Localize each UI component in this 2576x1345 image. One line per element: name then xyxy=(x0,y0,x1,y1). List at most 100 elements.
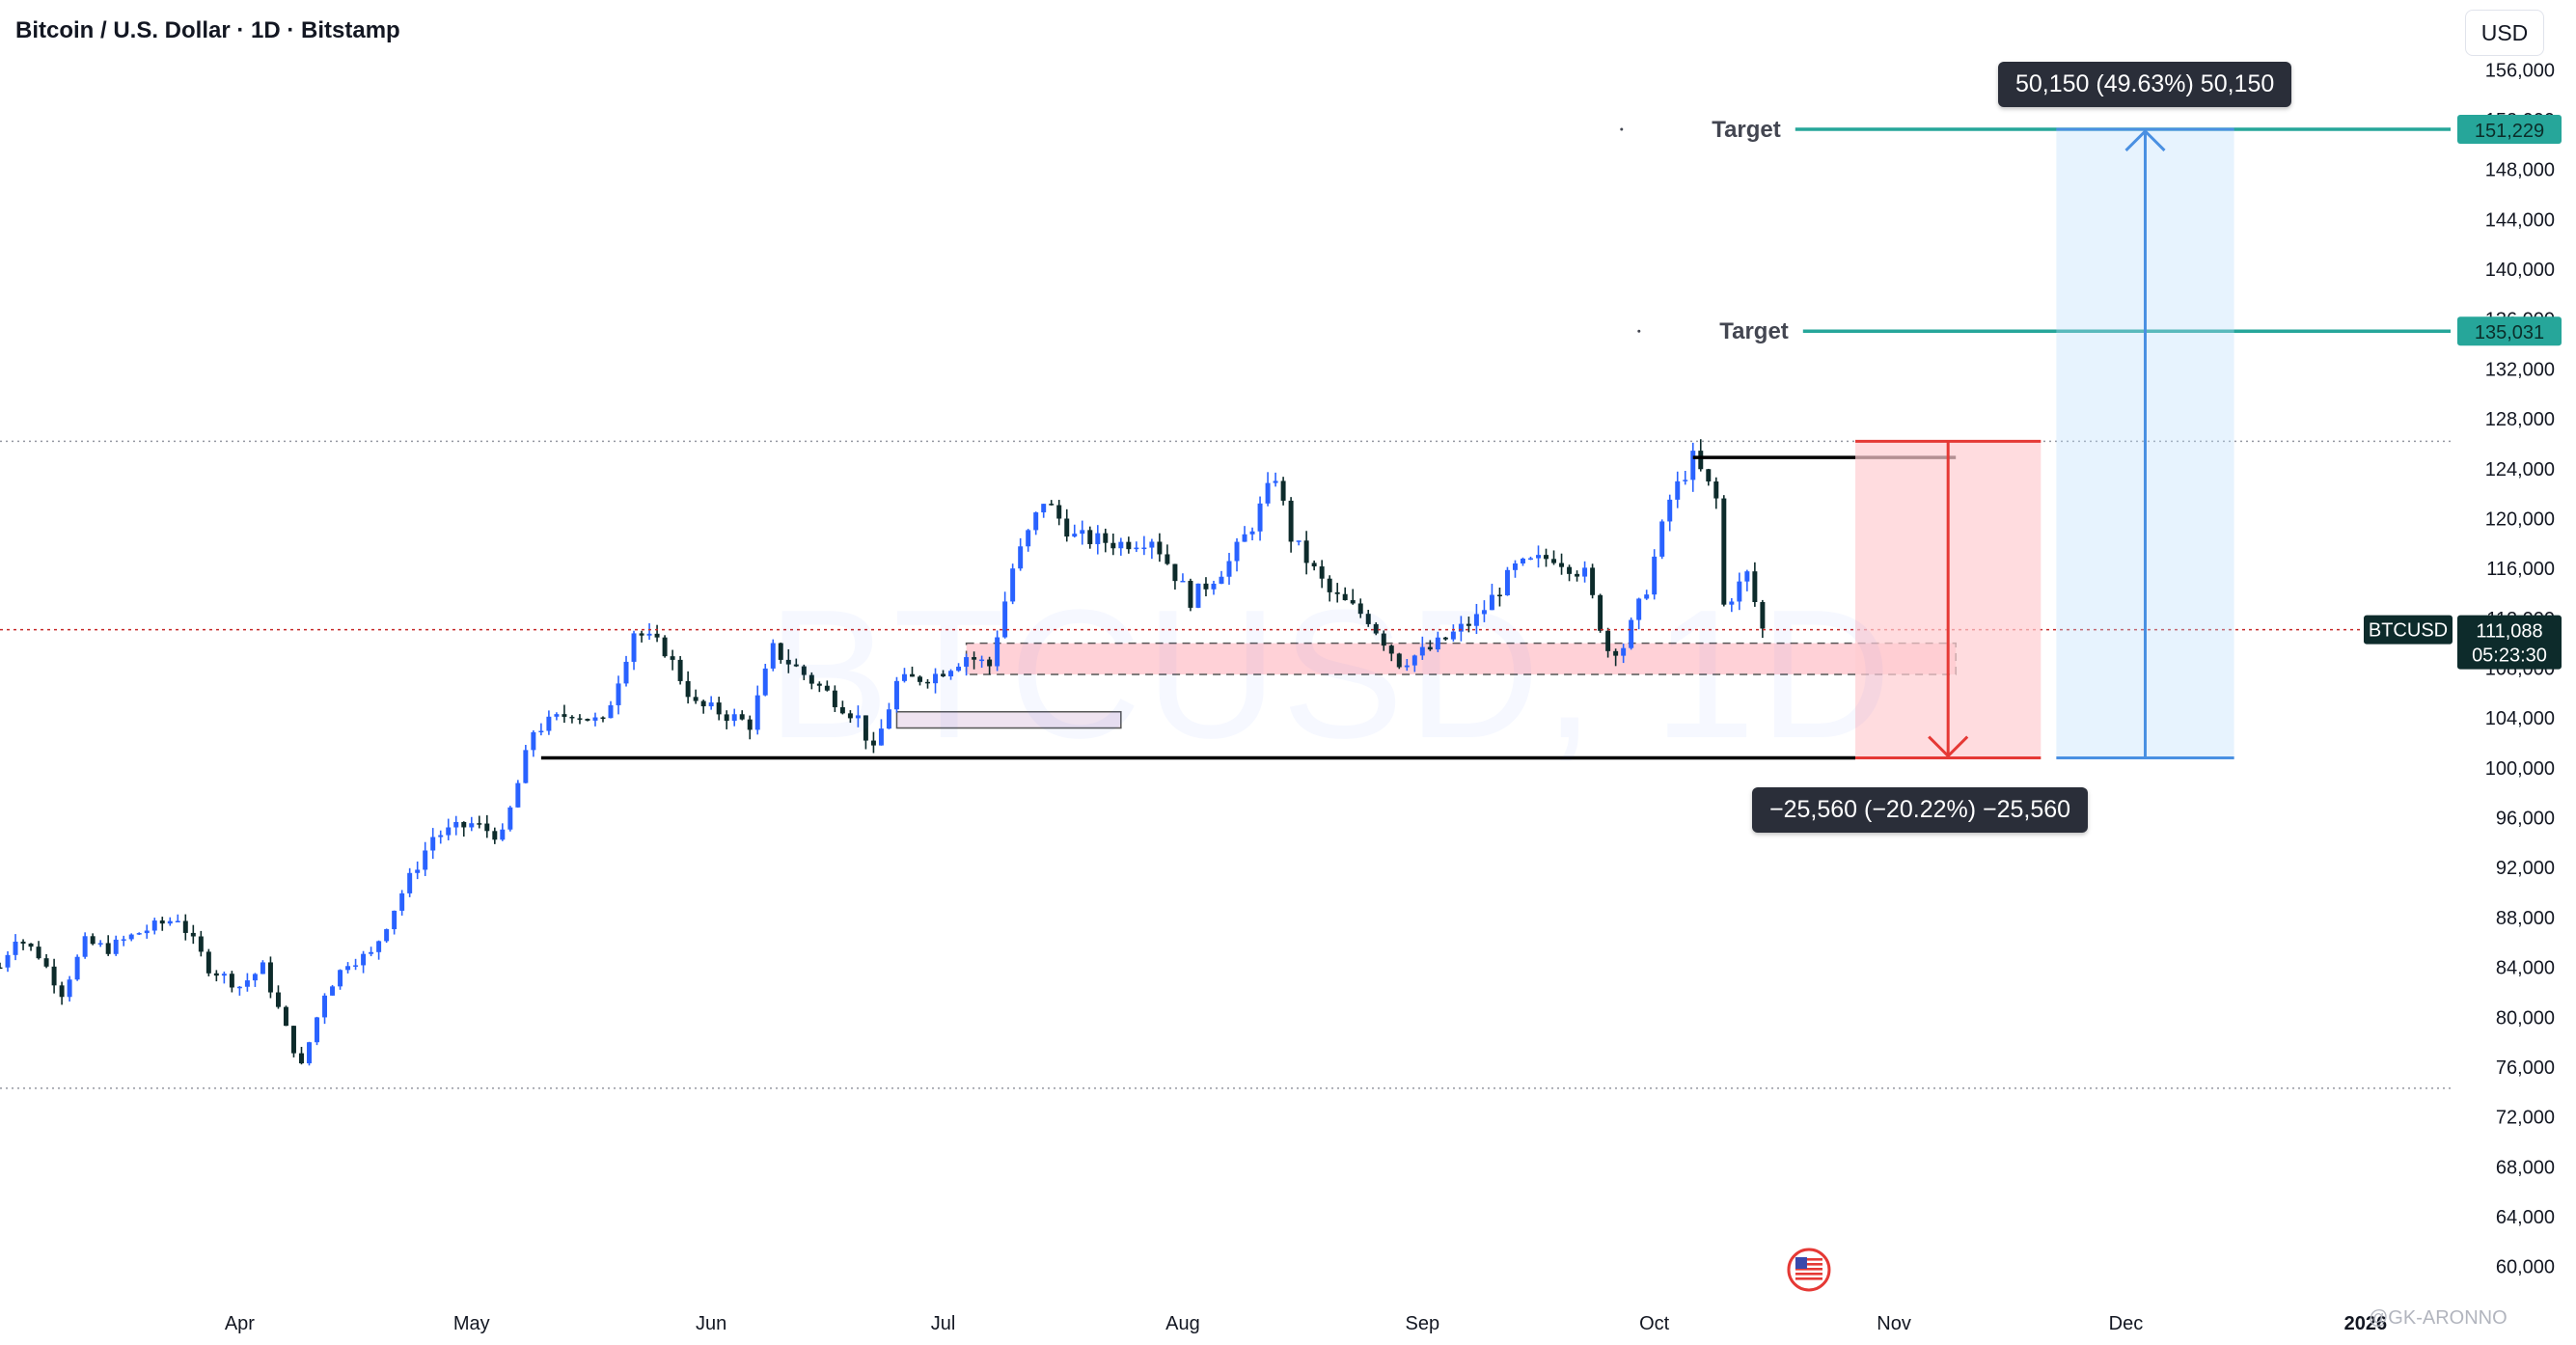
candle-body xyxy=(1134,547,1139,550)
candle-body xyxy=(82,936,88,957)
price-tick-label: 100,000 xyxy=(2485,758,2555,780)
candle xyxy=(453,815,459,836)
candle-body xyxy=(1350,600,1356,604)
candle-body xyxy=(1095,533,1101,544)
candle xyxy=(267,956,273,999)
candle xyxy=(1288,497,1294,553)
candle xyxy=(82,932,88,959)
candle xyxy=(546,710,552,735)
candle-body xyxy=(1458,623,1464,632)
candle xyxy=(1211,580,1217,595)
candle xyxy=(307,1041,312,1066)
candle-body xyxy=(886,709,891,729)
candle-body xyxy=(770,643,776,669)
candle-body xyxy=(724,714,729,722)
candle-body xyxy=(832,690,837,707)
candle-body xyxy=(1629,619,1634,648)
candle-body xyxy=(338,970,343,987)
candle xyxy=(105,935,111,956)
candle xyxy=(345,962,351,974)
candle xyxy=(592,712,598,727)
candle-body xyxy=(739,714,745,720)
price-tick-label: 72,000 xyxy=(2496,1108,2555,1129)
candle xyxy=(972,651,977,670)
candle xyxy=(1118,537,1124,556)
candle-body xyxy=(1288,500,1294,542)
candle xyxy=(1489,584,1494,611)
candle xyxy=(51,958,57,994)
us-flag-icon xyxy=(1795,1258,1822,1261)
candle-body xyxy=(1280,480,1286,501)
candle xyxy=(190,924,196,945)
candle-body xyxy=(361,953,367,966)
candle-body xyxy=(1744,571,1750,582)
candle-body xyxy=(1080,530,1085,535)
price-tick-label: 128,000 xyxy=(2485,409,2555,430)
long-projection-arrowhead xyxy=(2124,128,2166,152)
candle xyxy=(1334,583,1340,603)
candle xyxy=(1095,525,1101,555)
candle xyxy=(1226,553,1232,586)
candle xyxy=(616,675,621,715)
time-axis[interactable]: Apr May Jun Jul Aug Sep Oct Nov Dec 2026 xyxy=(225,1313,2387,1334)
candle xyxy=(770,639,776,672)
candle xyxy=(1442,636,1448,642)
candle-body xyxy=(267,962,273,993)
candle xyxy=(1296,540,1302,546)
candle-body xyxy=(461,821,467,828)
candle-body xyxy=(1118,541,1124,549)
price-tick-label: 64,000 xyxy=(2496,1207,2555,1228)
candle-body xyxy=(290,1026,296,1054)
candle xyxy=(128,933,134,942)
candle-body xyxy=(793,664,799,667)
candle xyxy=(863,715,868,750)
price-tick-label: 144,000 xyxy=(2485,209,2555,231)
candle xyxy=(1544,548,1549,567)
candle-body xyxy=(1659,521,1665,557)
candle-body xyxy=(1706,469,1712,482)
month-label: Nov xyxy=(1877,1313,1911,1334)
price-tick-label: 96,000 xyxy=(2496,809,2555,830)
currency-button[interactable]: USD xyxy=(2465,10,2544,56)
us-flag-icon xyxy=(1795,1268,1822,1271)
candle-body xyxy=(1698,451,1704,470)
candle-body xyxy=(1311,563,1317,567)
candle-body xyxy=(1249,531,1255,535)
candle xyxy=(925,678,930,689)
candle xyxy=(1683,470,1688,485)
candle-body xyxy=(754,695,760,730)
candle xyxy=(1659,519,1665,560)
candle xyxy=(477,815,482,829)
candle-body xyxy=(446,827,452,836)
candle-body xyxy=(477,823,482,825)
candle-body xyxy=(808,674,814,684)
candle xyxy=(987,656,993,675)
candle xyxy=(484,814,490,838)
author-credit: @GK-ARONNO xyxy=(2369,1307,2507,1329)
candle xyxy=(1721,495,1727,607)
candle-body xyxy=(863,715,868,741)
price-axis[interactable]: 60,000 64,000 68,000 72,000 76,000 80,000 84,0… xyxy=(2485,60,2555,1277)
price-tick-label: 156,000 xyxy=(2485,60,2555,81)
candle xyxy=(461,821,467,837)
candle xyxy=(778,642,783,664)
candle-body xyxy=(1041,504,1047,513)
candle xyxy=(1303,531,1309,575)
candle-body xyxy=(500,829,506,840)
candle xyxy=(1350,589,1356,605)
candle-body xyxy=(159,920,165,924)
candle xyxy=(1165,544,1170,565)
candle-body xyxy=(878,728,884,746)
candle xyxy=(948,669,954,680)
candle-body xyxy=(515,782,521,808)
candle-body xyxy=(1110,542,1116,549)
candle xyxy=(1049,500,1055,506)
candle xyxy=(330,984,336,996)
candle xyxy=(322,993,328,1025)
candle-body xyxy=(1149,541,1155,548)
candle-body xyxy=(708,702,714,707)
month-label: Dec xyxy=(2109,1313,2144,1334)
candle-body xyxy=(1427,646,1433,650)
candle-body xyxy=(175,920,180,923)
